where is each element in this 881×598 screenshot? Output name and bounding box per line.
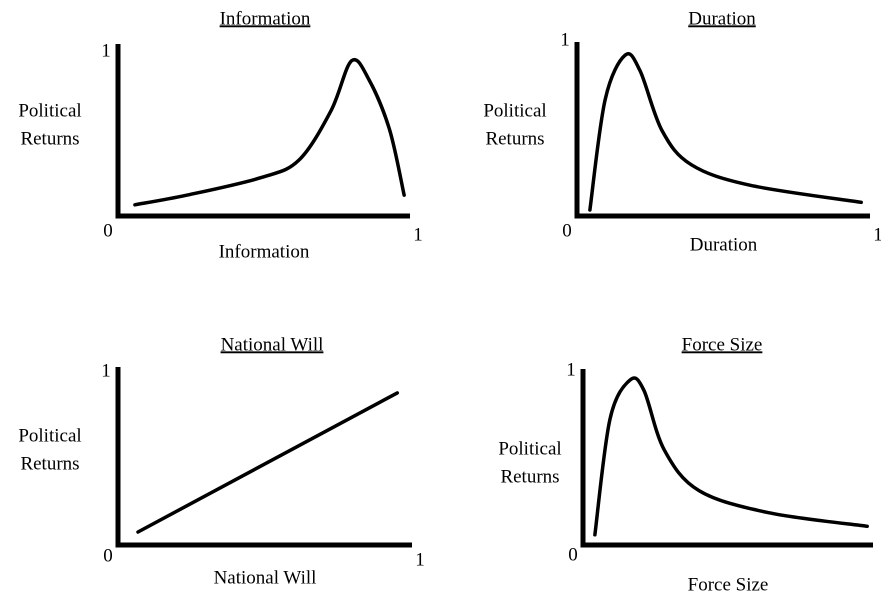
x-axis-label: Duration [690, 234, 758, 255]
x-axis-label: National Will [214, 567, 317, 588]
y-tick-label: 1 [566, 359, 576, 380]
chart-title: Force Size [682, 334, 763, 355]
x-tick-label: 0 [103, 220, 113, 241]
chart-title: National Will [221, 334, 324, 355]
chart-title: Duration [688, 8, 756, 29]
x-tick-label: 0 [568, 544, 578, 565]
y-tick-label: 1 [101, 40, 111, 61]
y-axis-label: Political [18, 100, 81, 121]
curve [133, 57, 406, 207]
x-axis-label: Force Size [688, 574, 769, 595]
chart-title: Information [220, 8, 311, 29]
y-tick-label: 1 [560, 29, 570, 50]
x-axis-label: Information [219, 241, 310, 262]
x-tick-label: 1 [413, 224, 423, 245]
y-axis-label: Political [483, 100, 546, 121]
y-axis-label: Political [498, 438, 561, 459]
y-axis-label: Returns [20, 453, 79, 474]
y-axis-label: Returns [20, 128, 79, 149]
y-axis-label: Returns [485, 128, 544, 149]
y-tick-label: 1 [101, 360, 111, 381]
x-tick-label: 1 [873, 224, 881, 245]
y-axis-label: Political [18, 425, 81, 446]
curve [136, 391, 400, 534]
x-tick-label: 0 [562, 220, 572, 241]
x-tick-label: 0 [103, 545, 113, 566]
curve [588, 52, 863, 212]
y-axis-label: Returns [500, 466, 559, 487]
x-tick-label: 1 [415, 549, 425, 570]
curve [593, 376, 869, 537]
